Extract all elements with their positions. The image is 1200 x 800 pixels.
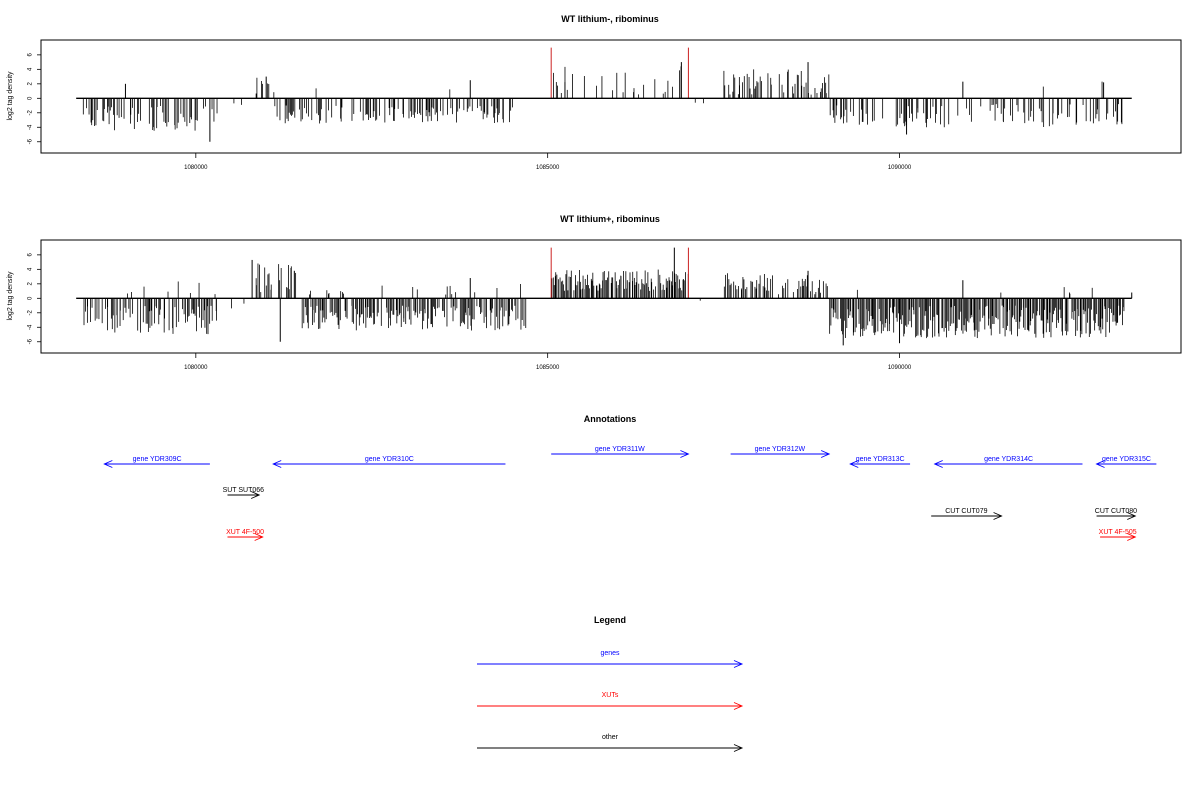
feature-label: gene YDR309C — [133, 456, 182, 463]
annotations-panel: Annotations gene YDR309C gene YDR310Cgene… — [103, 414, 1157, 541]
feature-label: XUT 4F-505 — [1099, 529, 1137, 536]
annotations-title: Annotations — [584, 414, 637, 424]
x-tick-label: 1080000 — [184, 165, 208, 171]
feature-label: gene YDR310C — [365, 456, 414, 463]
x-tick-label: 1080000 — [184, 365, 208, 371]
panel-2-title: WT lithium+, ribominus — [560, 214, 660, 224]
feature-arrow-other — [227, 491, 261, 499]
feature-label: CUT CUT080 — [1095, 508, 1137, 515]
feature-label: CUT CUT079 — [945, 508, 987, 515]
feature-label: gene YDR313C — [856, 456, 905, 463]
y-tick-label: 2 — [28, 81, 34, 85]
y-tick-label: -4 — [28, 324, 34, 330]
panel-2-bars — [76, 247, 1133, 346]
panel-1-bars — [76, 47, 1132, 142]
feature-arrow-other — [931, 512, 1003, 520]
panel-1-title: WT lithium-, ribominus — [561, 14, 659, 24]
y-tick-label: 0 — [28, 96, 34, 100]
legend-arrow-gene — [477, 660, 744, 668]
feature-label: SUT SUT066 — [223, 487, 265, 494]
feature-arrow-xut — [1100, 533, 1137, 541]
annotation-features: gene YDR309C gene YDR310C gene YDR311W gene… — [103, 446, 1157, 541]
panel-1-y-axis: -6 -4 -2 0 2 4 6 — [28, 53, 41, 144]
feature-label: gene YDR315C — [1102, 456, 1151, 463]
panel-1-ylabel: log2 tag density — [7, 71, 14, 121]
legend-arrow-xut — [477, 702, 744, 710]
feature-arrow-gene — [551, 450, 690, 458]
feature-label: XUT 4F-500 — [226, 529, 264, 536]
panel-2-y-axis: -6 -4 -2 0 2 4 6 — [28, 253, 41, 344]
legend-items: genes XUTs other — [477, 650, 744, 752]
track-panel-2: WT lithium+, ribominus log2 tag density … — [7, 214, 1182, 371]
legend-panel: Legend genes XUTs other — [477, 615, 744, 752]
y-tick-label: -2 — [28, 109, 34, 115]
legend-arrow-other — [477, 744, 744, 752]
y-tick-label: -6 — [28, 338, 34, 344]
y-tick-label: 4 — [28, 67, 34, 71]
feature-arrow-gene — [272, 460, 506, 468]
x-tick-label: 1085000 — [536, 165, 560, 171]
y-tick-label: -6 — [28, 138, 34, 144]
feature-label: gene YDR311W — [595, 446, 645, 453]
y-tick-label: -2 — [28, 309, 34, 315]
x-tick-label: 1090000 — [888, 365, 912, 371]
y-tick-label: 4 — [28, 267, 34, 271]
feature-arrow-gene — [730, 450, 831, 458]
y-tick-label: 0 — [28, 296, 34, 300]
panel-1-frame — [40, 39, 1182, 154]
panel-1-x-axis: 1080000 1085000 1090000 — [184, 153, 912, 171]
y-tick-label: 2 — [28, 281, 34, 285]
feature-label: gene YDR312W — [755, 446, 806, 453]
feature-label: gene YDR314C — [984, 456, 1033, 463]
panel-2-x-axis: 1080000 1085000 1090000 — [184, 353, 912, 371]
y-tick-label: -4 — [28, 124, 34, 130]
feature-arrow-gene — [849, 460, 911, 468]
legend-title: Legend — [594, 615, 626, 625]
x-tick-label: 1090000 — [888, 165, 912, 171]
feature-arrow-gene — [103, 460, 210, 468]
feature-arrow-xut — [227, 533, 264, 541]
x-tick-label: 1085000 — [536, 365, 560, 371]
legend-label: other — [602, 734, 619, 741]
y-tick-label: 6 — [28, 53, 34, 57]
feature-arrow-gene — [1095, 460, 1157, 468]
legend-label: genes — [600, 650, 620, 657]
legend-label: XUTs — [602, 692, 619, 699]
panel-2-frame — [40, 239, 1182, 354]
y-tick-label: 6 — [28, 253, 34, 257]
feature-arrow-gene — [933, 460, 1083, 468]
feature-arrow-other — [1096, 512, 1137, 520]
panel-2-ylabel: log2 tag density — [7, 271, 14, 321]
track-panel-1: WT lithium-, ribominus log2 tag density … — [7, 14, 1182, 171]
